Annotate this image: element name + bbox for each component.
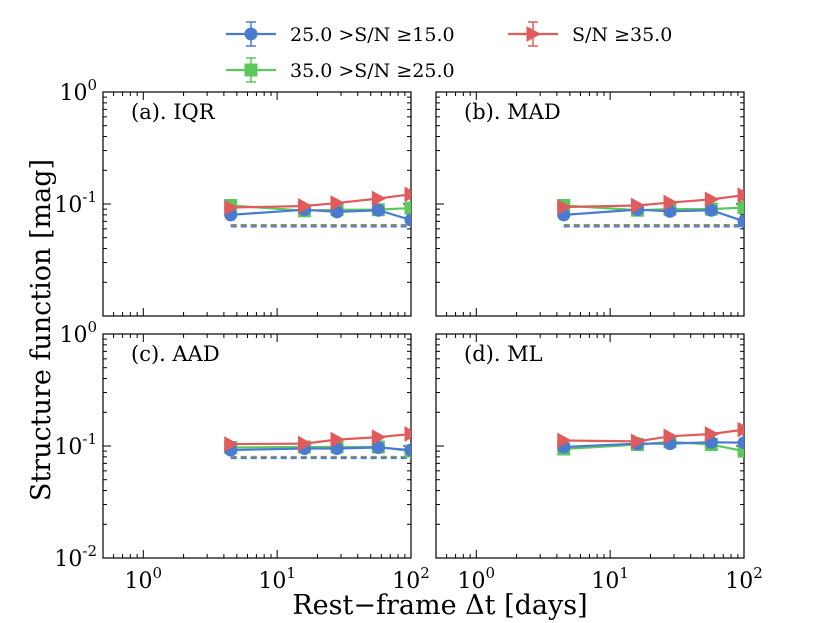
data-point <box>737 201 744 215</box>
legend-label: 25.0 >S/N ≥15.0 <box>290 24 455 46</box>
legend-label: 35.0 >S/N ≥25.0 <box>290 60 455 82</box>
data-point <box>404 186 411 203</box>
data-point <box>404 426 411 442</box>
axis-ticks <box>102 91 412 317</box>
legend: 25.0 >S/N ≥15.0 S/N ≥35.0 35.0 >S/N ≥25.0 <box>226 21 672 83</box>
panel-2: (b). MAD <box>435 91 745 317</box>
axis-ticks <box>435 333 745 559</box>
data-point <box>330 431 346 448</box>
data-point <box>704 191 720 208</box>
y-tick-label: 10-1 <box>54 430 97 460</box>
legend-entry: S/N ≥35.0 <box>508 21 672 47</box>
data-point <box>704 203 718 217</box>
data-point <box>737 214 744 228</box>
panel-3: 100 10-1 10-2 100 101 102 (c). AAD <box>54 318 429 594</box>
x-tick-label: 102 <box>392 564 430 594</box>
data-point <box>663 194 679 211</box>
x-tick-label: 100 <box>458 564 496 594</box>
data-point <box>737 421 744 438</box>
y-axis-title: Structure function [mag] <box>26 159 57 501</box>
data-point <box>404 213 411 227</box>
data-point <box>297 435 313 452</box>
y-tick-label: 10-1 <box>54 188 97 218</box>
data-point <box>371 440 385 454</box>
axes-frame <box>102 91 412 317</box>
panel-label: (b). MAD <box>464 100 561 124</box>
x-tick-label: 101 <box>258 564 296 594</box>
data-area <box>557 187 744 228</box>
legend-marker <box>526 26 542 42</box>
data-point <box>557 199 572 215</box>
data-point <box>737 436 744 450</box>
data-point <box>224 199 239 216</box>
data-point <box>704 426 720 442</box>
panel-1: 100 10-1 (a). IQR <box>54 76 412 317</box>
x-tick-label: 102 <box>725 564 763 594</box>
axes-frame <box>435 91 745 317</box>
legend-marker <box>244 63 258 77</box>
panels: 100 10-1 (a). IQR (b). MAD 100 10-1 10-2 100 101… <box>54 76 762 594</box>
data-point <box>330 195 346 211</box>
data-point <box>224 436 239 452</box>
x-tick-label: 101 <box>591 564 629 594</box>
data-area <box>224 186 411 228</box>
y-tick-label: 10-2 <box>54 542 97 572</box>
y-tick-label: 100 <box>59 76 97 106</box>
data-point <box>297 198 313 214</box>
panel-4: 100 101 102 (d). ML <box>435 333 763 594</box>
data-point <box>371 190 387 207</box>
data-point <box>404 201 411 215</box>
data-point <box>557 432 572 449</box>
y-tick-label: 100 <box>59 318 97 348</box>
data-point <box>737 444 744 458</box>
data-point <box>371 203 385 217</box>
legend-label: S/N ≥35.0 <box>572 24 672 46</box>
panel-label: (d). ML <box>464 342 543 366</box>
data-point <box>371 429 387 445</box>
x-tick-label: 100 <box>125 564 163 594</box>
data-point <box>630 197 646 214</box>
legend-entry: 35.0 >S/N ≥25.0 <box>226 57 455 83</box>
data-area <box>557 421 744 458</box>
data-point <box>404 443 411 457</box>
axis-ticks <box>102 333 412 559</box>
data-area <box>224 426 411 460</box>
x-axis-title: Rest−frame Δt [days] <box>292 590 587 621</box>
data-point <box>663 428 679 445</box>
axis-ticks <box>435 91 745 317</box>
panel-label: (c). AAD <box>131 342 220 366</box>
panel-label: (a). IQR <box>131 100 216 124</box>
data-point <box>630 433 646 450</box>
legend-entry: 25.0 >S/N ≥15.0 <box>226 21 455 47</box>
data-point <box>737 187 744 203</box>
legend-marker <box>244 27 258 41</box>
